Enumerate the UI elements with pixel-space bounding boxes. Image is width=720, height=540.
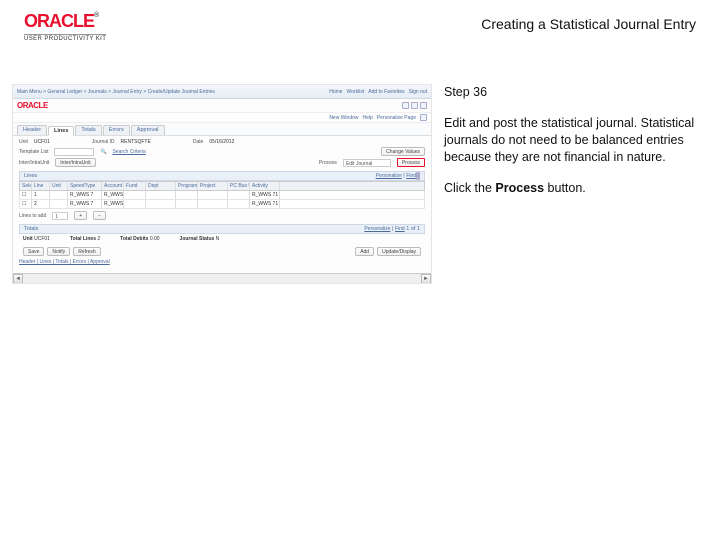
ss-toolbar-icons [402,102,427,109]
ss-http-icon[interactable] [420,114,427,121]
ss-worklist-link[interactable]: Worklist [347,89,365,95]
ss-grid-personalize[interactable]: Personalize [376,173,402,179]
ss-personalize-link[interactable]: Personalize Page [377,115,416,121]
ss-journal-value: RENTSQFTE [121,139,151,145]
ss-scrollbar[interactable]: ◄ ► [13,273,431,283]
ss-change-values-button[interactable]: Change Values [381,147,425,156]
ss-tab-totals[interactable]: Totals [75,125,101,135]
ss-lines-add-label: Lines to add [19,213,46,219]
ss-grid-find[interactable]: Find [406,173,416,179]
ss-lines-section: Lines [24,173,37,179]
page-title: Creating a Statistical Journal Entry [481,12,696,32]
embedded-screenshot: Main Menu > General Ledger > Journals > … [12,84,432,284]
ss-grid-header: Select Line Unit SpeedType Account Fund … [19,181,425,191]
ss-update-button[interactable]: Update/Display [377,247,421,256]
ss-unit-value: UCF01 [34,139,50,145]
scroll-right-icon[interactable]: ► [421,274,431,284]
search-icon[interactable] [100,149,106,155]
ss-breadcrumb-bar: Main Menu > General Ledger > Journals > … [13,85,431,99]
ss-signout-link[interactable]: Sign out [409,89,427,95]
ss-notify-button[interactable]: Notify [47,247,70,256]
instructions-panel: Step 36 Edit and post the statistical jo… [444,84,696,284]
ss-oracle-logo: ORACLE [17,101,48,110]
table-row[interactable]: ☐ 2 R_WWS 7 R_WWS 7 R_WWS 71 [19,200,425,209]
ss-tabs: Header Lines Totals Errors Approval [13,123,431,136]
ss-bottom-links[interactable]: Header | Lines | Totals | Errors | Appro… [19,259,110,265]
ss-tab-lines[interactable]: Lines [48,126,74,136]
oracle-wordmark: ORACLE® [24,12,106,30]
ss-tab-header[interactable]: Header [17,125,47,135]
ss-unit-label: Unit [19,139,28,145]
grid-download-icon[interactable] [418,172,420,180]
ss-process-select[interactable]: Edit Journal [343,159,391,167]
ss-process-button[interactable]: Process [397,158,425,167]
ss-breadcrumb: Main Menu > General Ledger > Journals > … [17,89,215,95]
step-label: Step 36 [444,84,696,101]
ss-add-line-button[interactable]: + [74,211,87,220]
ss-totals-personalize[interactable]: Personalize [364,226,390,232]
ss-interunit-label: Inter/IntraUnit [19,160,49,166]
ss-process-label: Process [319,160,337,166]
ss-del-line-button[interactable]: − [93,211,106,220]
ss-totals-section: Totals [24,226,38,232]
ss-date-value: 05/16/2012 [209,139,234,145]
ss-lines-add-field[interactable]: 1 [52,212,68,220]
ss-interunit-button[interactable]: Inter/IntraUnit [55,158,95,167]
ss-help-link[interactable]: Help [363,115,373,121]
scroll-left-icon[interactable]: ◄ [13,274,23,284]
ss-totals-rows: 1 of 1 [406,226,420,232]
upk-subtitle: USER PRODUCTIVITY KIT [24,34,106,42]
ss-journal-label: Journal ID [92,139,115,145]
instruction-para-2: Click the Process button. [444,180,696,197]
ss-template-field[interactable] [54,148,94,156]
ss-search-criteria[interactable]: Search Criteria [112,149,145,155]
ss-totals-find[interactable]: Find [395,226,405,232]
ss-tab-approval[interactable]: Approval [131,125,165,135]
table-row[interactable]: ☐ 1 R_WWS 7 R_WWS 7 R_WWS 71 [19,191,425,200]
ss-home-link[interactable]: Home [329,89,342,95]
ss-date-label: Date [193,139,204,145]
instruction-para-1: Edit and post the statistical journal. S… [444,115,696,166]
ss-refresh-button[interactable]: Refresh [73,247,101,256]
ss-tab-errors[interactable]: Errors [103,125,130,135]
ss-template-label: Template List [19,149,48,155]
ss-addfav-link[interactable]: Add to Favorites [368,89,404,95]
oracle-upk-logo: ORACLE® USER PRODUCTIVITY KIT [24,12,106,42]
ss-save-button[interactable]: Save [23,247,44,256]
ss-new-window-link[interactable]: New Window [329,115,358,121]
ss-add-button[interactable]: Add [355,247,374,256]
